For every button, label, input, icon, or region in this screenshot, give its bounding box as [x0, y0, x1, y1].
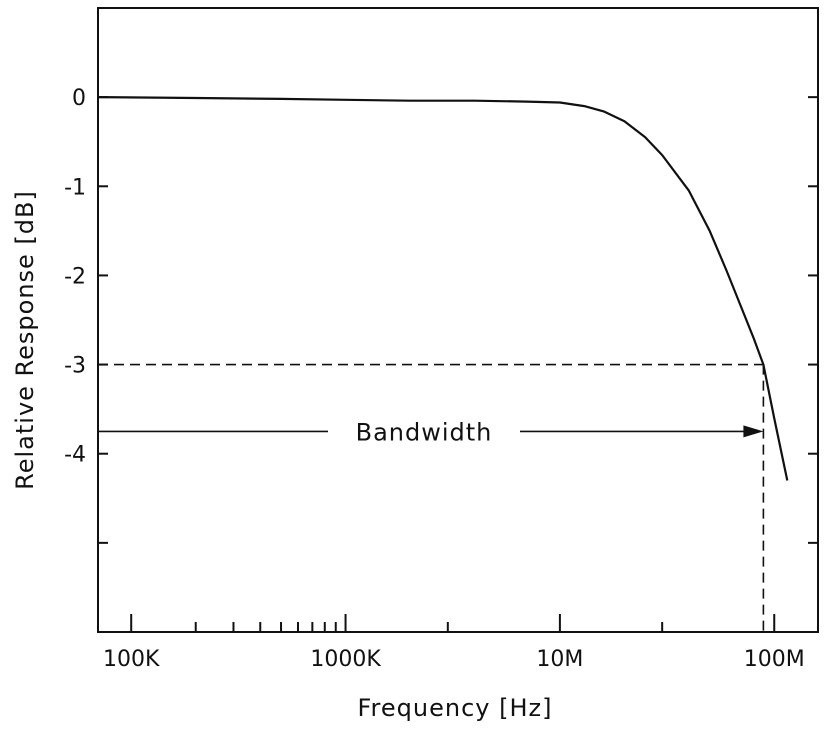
- x-tick-label: 1000K: [310, 647, 381, 672]
- bandwidth-arrowhead: [743, 425, 763, 437]
- y-tick-label: -4: [64, 443, 86, 468]
- bandwidth-label: Bandwidth: [356, 418, 493, 446]
- y-tick-label: 0: [72, 86, 86, 111]
- y-tick-label: -2: [64, 264, 86, 289]
- y-axis-title: Relative Response [dB]: [11, 190, 39, 490]
- x-tick-label: 100M: [744, 647, 805, 672]
- x-tick-label: 100K: [103, 647, 160, 672]
- y-tick-label: -1: [64, 175, 86, 200]
- x-tick-label: 10M: [536, 647, 583, 672]
- x-axis-title: Frequency [Hz]: [358, 694, 553, 722]
- y-tick-label: -3: [64, 354, 86, 379]
